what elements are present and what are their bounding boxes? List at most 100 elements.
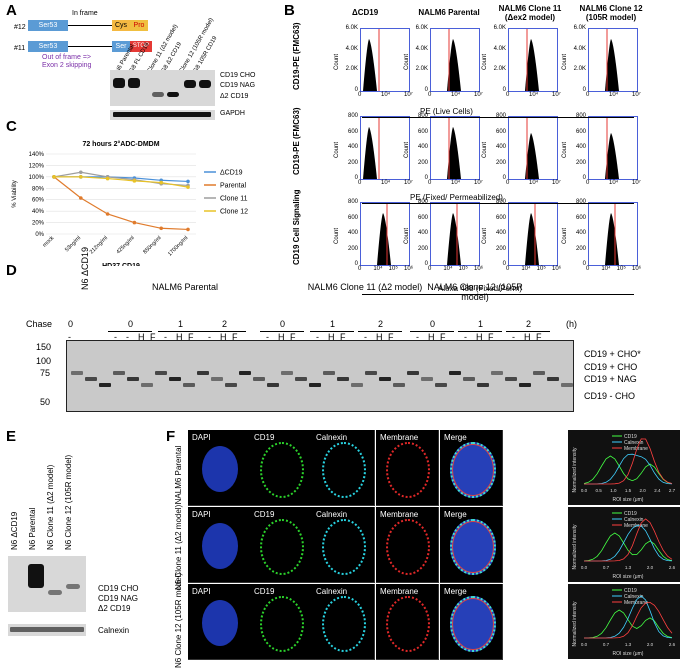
channel-label: Membrane	[380, 510, 419, 519]
lane-mark: H	[476, 332, 483, 342]
flow-ytitle: Count	[562, 141, 568, 158]
flow-xtick: 10⁴	[529, 180, 539, 186]
panel-label-e: E	[6, 428, 17, 445]
gel-band	[407, 371, 419, 375]
lane-mark: F	[188, 332, 194, 342]
lane-mark: H	[428, 332, 435, 342]
chase-group-underline	[108, 331, 152, 332]
lane-label-e-2: N6 Parental	[28, 507, 37, 550]
y-tick-label: 60%	[32, 198, 45, 204]
channel-label: Calnexin	[316, 433, 348, 442]
plot-text: 0.0	[581, 565, 588, 570]
channel-label: Merge	[444, 510, 467, 519]
plot-text: 0.0	[581, 488, 588, 493]
mw-50: 50	[40, 397, 51, 407]
flow-xtick: 10⁴	[601, 266, 611, 272]
y-tick-label: 40%	[32, 209, 45, 215]
flow-ytick: 600	[417, 128, 428, 135]
col-header-parental: NALM6 Parental	[418, 8, 480, 17]
lane-mark: H	[176, 332, 183, 342]
gel-band	[127, 377, 139, 381]
data-point	[186, 227, 190, 232]
channel-label: DAPI	[192, 433, 211, 442]
flow-histogram	[430, 116, 480, 180]
data-point	[79, 170, 83, 175]
flow-ytick: 6.0K	[345, 25, 358, 31]
lane-label-e-1: N6 ΔCD19	[10, 511, 19, 550]
flow-ytick: 800	[417, 199, 428, 205]
micro-image-calnexin: Calnexin	[312, 430, 375, 506]
intensity-line	[584, 601, 673, 639]
channel-label: Calnexin	[316, 587, 348, 596]
plot-text: 2.4	[654, 488, 661, 493]
micro-image-calnexin: Calnexin	[312, 584, 375, 660]
panel-label-d: D	[6, 262, 17, 279]
lane-mark: -	[416, 332, 419, 342]
gel-band	[491, 371, 503, 375]
flow-ytick: 6.0K	[493, 25, 506, 31]
flow-ytick: 0	[582, 87, 586, 93]
flow-ytick: 600	[495, 128, 506, 135]
flow-xtick: 10⁴	[451, 92, 461, 98]
panel-label-b: B	[284, 2, 295, 19]
intensity-plot: Normalized intensity CD19 Calnexin Membrane…	[568, 507, 680, 582]
flow-ytick: 0	[502, 175, 506, 181]
gel-band	[281, 371, 293, 375]
exon-box-11: Ser53	[28, 41, 68, 52]
chase-time: 2	[378, 319, 384, 329]
gel-band	[267, 383, 279, 387]
flow-xtick: 10⁶	[474, 266, 484, 272]
flow-ytick: 0	[354, 87, 358, 93]
flow-ytitle: Count	[482, 141, 488, 158]
data-point	[79, 196, 83, 200]
flow-xtick: 10⁴	[529, 92, 539, 98]
plot-text: ROI size (μm)	[613, 574, 644, 580]
data-point	[52, 175, 56, 179]
data-point	[105, 176, 110, 181]
flow-xtick: 10⁷	[632, 180, 641, 186]
construct-12-number: #12	[14, 24, 26, 31]
legend-label: Clone 11	[220, 196, 248, 203]
lane-mark: F	[232, 332, 238, 342]
band-label-a-cho: CD19 CHO	[220, 72, 256, 79]
x-tick-label: 850ng/ml	[142, 235, 162, 255]
flow-xtick: 0	[428, 180, 432, 186]
flow-ytick: 400	[495, 144, 506, 150]
gel-band	[225, 383, 237, 387]
intensity-line	[583, 532, 673, 562]
flow-xtick: 10⁶	[632, 266, 642, 272]
data-point	[186, 185, 190, 189]
gel-band	[169, 377, 181, 381]
gel-band	[547, 377, 559, 381]
gel-band	[421, 377, 433, 381]
band-label-e-cho: CD19 CHO	[98, 584, 139, 593]
flow-ytick: 200	[347, 245, 358, 252]
row-label-f-3: N6 Clone 12 (105R model)	[174, 572, 183, 668]
flow-ytick: 400	[575, 144, 586, 150]
flow-ytick: 2.0K	[493, 66, 506, 73]
cell-outline	[322, 519, 366, 575]
flow-ytick: 200	[575, 245, 586, 252]
viability-chart: 72 hours 2°ADC-DMDM 140% 120% 100% 80% 60% 40%…	[8, 136, 273, 270]
flow-xtick: 0	[586, 180, 590, 186]
out-of-frame-note: Out of frame => Exon 2 skipping	[42, 54, 92, 69]
cell-outline	[260, 442, 304, 498]
flow-xtick: 10⁶	[552, 266, 562, 272]
data-point	[105, 212, 110, 216]
xlabel-b-1: PE (Live Cells)	[420, 107, 473, 116]
data-point	[186, 179, 190, 184]
flow-ytick: 400	[347, 230, 358, 236]
intensity-plot: Normalized intensity CD19 Calnexin Membrane…	[568, 430, 680, 505]
flow-ytitle: Count	[334, 227, 340, 244]
plot-text: 2.6	[669, 565, 676, 570]
chase-time: 0	[68, 319, 74, 329]
flow-ytitle: Count	[482, 227, 488, 244]
cell-outline	[450, 519, 496, 575]
chase-group-underline	[260, 331, 304, 332]
flow-ytick: 400	[417, 230, 428, 236]
gel-band	[449, 371, 461, 375]
flow-ytick: 600	[575, 214, 586, 221]
flow-ytick: 0	[424, 175, 428, 181]
flow-ytick: 800	[347, 199, 358, 205]
construct-11-number: #11	[14, 45, 26, 52]
